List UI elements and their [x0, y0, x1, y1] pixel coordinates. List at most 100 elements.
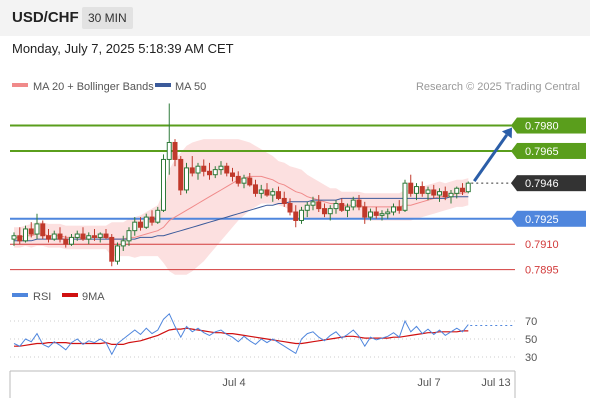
- ma50-legend-label: MA 50: [175, 81, 206, 93]
- level-label: 0.7895: [525, 265, 559, 277]
- candle-body: [34, 223, 40, 235]
- candle-body: [161, 158, 166, 211]
- candle-body: [299, 209, 304, 221]
- candle-body: [218, 165, 224, 171]
- candle-body: [247, 177, 253, 186]
- rsi-legend-swatch: [12, 293, 28, 297]
- candles: [11, 103, 471, 267]
- candle-body: [431, 189, 437, 196]
- candle-body: [195, 165, 201, 174]
- rsi-tick-label: 70: [525, 316, 537, 328]
- candle-body: [379, 213, 385, 216]
- x-tick-label: Jul 4: [222, 377, 245, 389]
- candle-body: [270, 191, 276, 196]
- candle-body: [86, 235, 92, 240]
- candle-body: [235, 175, 241, 184]
- level-label: 0.7980: [525, 121, 559, 133]
- candle-body: [126, 230, 132, 242]
- level-label: 0.7965: [525, 146, 559, 158]
- candle-body: [138, 221, 143, 228]
- candle-body: [143, 216, 149, 228]
- target-arrow: [473, 127, 512, 183]
- candle-body: [264, 189, 270, 196]
- candle-body: [23, 228, 28, 242]
- candle-body: [57, 233, 63, 240]
- candle-body: [339, 203, 345, 211]
- candle-body: [396, 206, 402, 211]
- candle-body: [120, 240, 126, 247]
- candle-body: [184, 167, 189, 191]
- x-tick-label: Jul 7: [417, 377, 440, 389]
- candle-body: [132, 221, 138, 232]
- candle-body: [281, 197, 287, 205]
- candle-body: [11, 235, 17, 240]
- candle-body: [304, 204, 310, 211]
- level-label-bg: [517, 142, 586, 159]
- candle-body: [442, 191, 448, 198]
- candle-body: [350, 199, 356, 208]
- current-price-pointer: [511, 175, 517, 192]
- candle-body: [149, 216, 155, 223]
- candle-body: [40, 223, 46, 237]
- interval-badge[interactable]: 30 MIN: [82, 7, 133, 29]
- candle-body: [97, 233, 103, 238]
- current-price-label: 0.7946: [525, 178, 559, 190]
- candle-body: [287, 203, 293, 213]
- candle-body: [80, 233, 86, 240]
- candle-body: [356, 199, 362, 208]
- level-label-pointer: [511, 142, 517, 159]
- candle-body: [327, 208, 333, 215]
- ma9-legend-label: 9MA: [82, 291, 105, 303]
- candle-body: [17, 235, 23, 242]
- candle-body: [437, 191, 442, 196]
- candle-body: [172, 141, 178, 160]
- candle-body: [69, 236, 74, 245]
- rsi-tick-label: 50: [525, 334, 537, 346]
- level-label-bg: [517, 210, 586, 227]
- level-lines: [10, 124, 515, 271]
- candle-body: [201, 165, 207, 172]
- header-bar: USD/CHF 30 MIN: [0, 0, 590, 36]
- candle-body: [28, 228, 34, 235]
- candle-body: [333, 203, 339, 210]
- candle-body: [92, 235, 97, 238]
- candle-body: [402, 182, 408, 211]
- candle-body: [448, 192, 454, 198]
- price-labels: 0.7980 0.7965 0.7925 0.7910 0.7895 0.7946: [471, 117, 586, 277]
- candle-body: [207, 170, 212, 176]
- timestamp: Monday, July 7, 2025 5:18:39 AM CET: [12, 41, 234, 56]
- candle-body: [310, 201, 316, 206]
- candle-body: [465, 182, 471, 193]
- candle-body: [293, 211, 299, 221]
- candle-body: [178, 158, 184, 191]
- candle-body: [109, 236, 115, 262]
- ma20-legend-swatch: [12, 83, 28, 87]
- candle-body: [189, 167, 195, 174]
- candle-body: [51, 233, 57, 240]
- candle-body: [414, 186, 419, 194]
- candle-body: [253, 184, 258, 194]
- candle-body: [425, 189, 431, 194]
- candle-body: [212, 169, 218, 176]
- candle-body: [368, 211, 373, 218]
- candle-body: [230, 172, 235, 177]
- level-label-pointer: [511, 117, 517, 134]
- rsi-ma9-line: [14, 327, 469, 347]
- candle-body: [63, 238, 69, 245]
- ma20-legend-label: MA 20 + Bollinger Bands: [33, 81, 154, 93]
- candle-body: [362, 206, 368, 218]
- rsi-tick-label: 30: [525, 352, 537, 364]
- candle-body: [316, 201, 322, 210]
- level-label-pointer: [511, 210, 517, 227]
- level-label: 0.7910: [525, 239, 559, 251]
- rsi-panel: 70 50 30: [10, 312, 537, 364]
- candle-body: [276, 191, 281, 199]
- x-tick-label: Jul 13: [481, 377, 510, 389]
- attribution: Research © 2025 Trading Central: [416, 81, 580, 93]
- level-label-bg: [517, 117, 586, 134]
- symbol-title: USD/CHF: [12, 9, 79, 26]
- candle-body: [419, 186, 425, 194]
- candle-body: [115, 245, 120, 262]
- current-price-bg: [517, 175, 586, 192]
